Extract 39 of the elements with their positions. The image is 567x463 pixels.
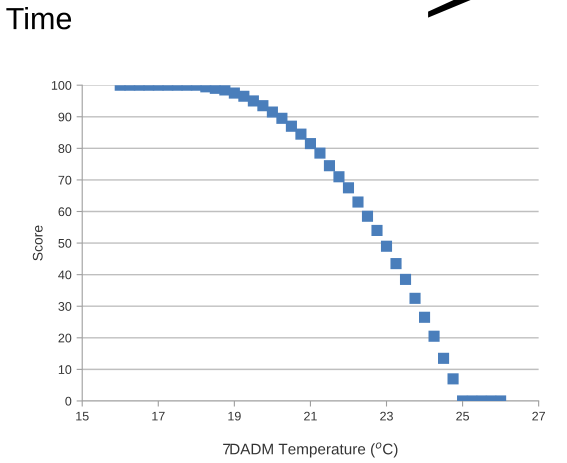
y-tick-label: 60	[58, 207, 72, 216]
point	[257, 100, 268, 112]
point	[352, 196, 364, 208]
x-axis-title: 7DADM Temperature ($^{o}$C)	[223, 442, 398, 458]
point	[304, 138, 316, 150]
y-tick-label: 0	[65, 396, 72, 406]
point	[248, 95, 259, 107]
y-tick-label: 90	[58, 112, 72, 122]
point	[362, 210, 374, 222]
chart-title: Time	[6, 6, 72, 30]
point	[409, 292, 421, 304]
x-tick-label: 21	[304, 412, 317, 420]
point	[324, 160, 336, 172]
point	[276, 112, 288, 124]
y-tick-label: 40	[58, 270, 72, 280]
point	[371, 224, 383, 236]
y-tick-label: 100	[52, 80, 72, 90]
point	[314, 148, 326, 159]
y-axis-title: Score	[32, 226, 43, 261]
y-tick-label: 20	[58, 334, 72, 342]
point	[390, 258, 402, 270]
y-tick-label: 50	[58, 238, 72, 248]
point	[266, 106, 278, 118]
point	[286, 120, 297, 132]
point	[380, 240, 392, 252]
y-tick-label: 70	[58, 176, 72, 185]
x-tick-label: 15	[76, 412, 89, 421]
y-tick-label: 10	[58, 365, 72, 374]
x-tick-label: 17	[152, 412, 165, 420]
x-tick-label: 27	[532, 412, 545, 420]
x-tick-label: 19	[228, 412, 241, 421]
point	[333, 171, 345, 182]
y-tick-label: 80	[58, 144, 72, 153]
y-tick-label: 30	[58, 302, 72, 311]
point	[295, 128, 306, 140]
x-tick-label: 25	[456, 412, 470, 421]
point	[342, 182, 354, 194]
point	[400, 274, 412, 285]
x-tick-label: 23	[380, 412, 393, 421]
